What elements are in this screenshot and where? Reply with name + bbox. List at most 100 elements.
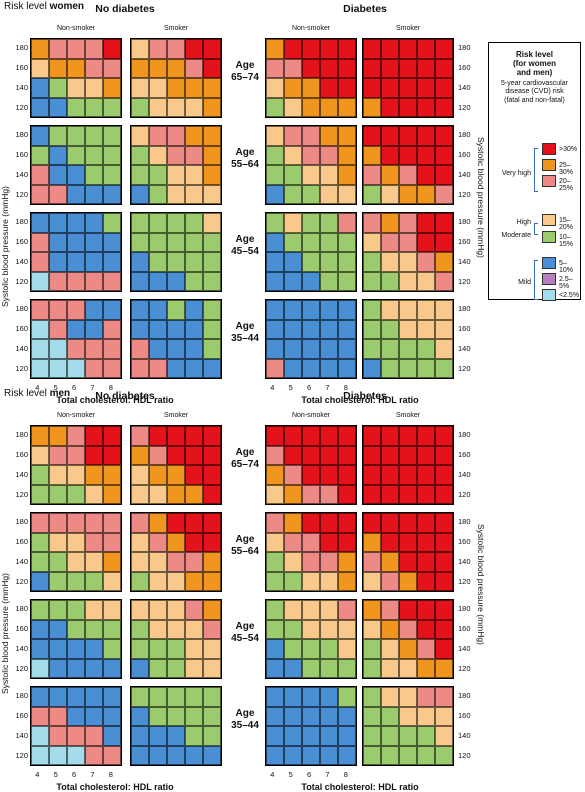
risk-cell	[67, 165, 85, 185]
risk-cell	[417, 145, 435, 165]
risk-cell	[417, 232, 435, 252]
risk-cell	[167, 658, 185, 678]
risk-cell	[203, 319, 221, 339]
risk-grid-d_ns	[265, 38, 357, 118]
section-title-prefix: Risk level	[4, 388, 50, 399]
risk-cell	[417, 358, 435, 378]
risk-cell	[131, 513, 149, 533]
age-label: Age 45–54	[231, 234, 259, 257]
risk-cell	[284, 619, 302, 639]
risk-cell	[320, 78, 338, 98]
risk-cell	[31, 300, 49, 320]
risk-cell	[435, 58, 453, 78]
risk-cell	[185, 445, 203, 465]
risk-cell	[399, 339, 417, 359]
risk-cell	[284, 271, 302, 291]
risk-cell	[381, 600, 399, 620]
risk-cell	[320, 426, 338, 446]
risk-cell	[103, 745, 121, 765]
risk-cell	[302, 484, 320, 504]
risk-cell	[131, 97, 149, 117]
risk-cell	[338, 126, 356, 146]
risk-cell	[185, 126, 203, 146]
risk-cell	[417, 97, 435, 117]
legend-group-high: High	[516, 219, 531, 226]
risk-cell	[185, 213, 203, 233]
risk-cell	[302, 271, 320, 291]
risk-cell	[266, 126, 284, 146]
risk-cell	[381, 97, 399, 117]
risk-cell	[131, 687, 149, 707]
risk-grid-nd_s	[130, 512, 222, 592]
risk-cell	[131, 532, 149, 552]
risk-cell	[185, 300, 203, 320]
risk-cell	[185, 532, 203, 552]
header-no-diabetes: No diabetes	[95, 3, 155, 15]
risk-cell	[67, 319, 85, 339]
x-tick-d_ns: 7	[325, 770, 330, 779]
risk-cell	[381, 300, 399, 320]
risk-cell	[167, 706, 185, 726]
risk-cell	[49, 78, 67, 98]
risk-cell	[435, 726, 453, 746]
risk-cell	[284, 445, 302, 465]
section-title-subject: women	[49, 1, 85, 12]
risk-cell	[338, 58, 356, 78]
risk-cell	[185, 426, 203, 446]
risk-cell	[302, 726, 320, 746]
risk-cell	[320, 465, 338, 485]
risk-cell	[131, 300, 149, 320]
risk-cell	[381, 78, 399, 98]
risk-cell	[363, 252, 381, 272]
risk-cell	[381, 706, 399, 726]
risk-cell	[167, 39, 185, 59]
risk-grid-nd_ns	[30, 599, 122, 679]
risk-grid-d_s	[362, 212, 454, 292]
risk-cell	[167, 600, 185, 620]
risk-cell	[103, 619, 121, 639]
risk-cell	[266, 484, 284, 504]
risk-cell	[266, 706, 284, 726]
y-tick-right: 140	[458, 557, 471, 566]
risk-cell	[381, 252, 399, 272]
risk-cell	[49, 552, 67, 572]
risk-cell	[417, 78, 435, 98]
risk-cell	[185, 145, 203, 165]
risk-cell	[266, 687, 284, 707]
age-label: Age 65–74	[231, 60, 259, 83]
risk-cell	[266, 271, 284, 291]
x-tick-nd_ns: 4	[35, 770, 40, 779]
risk-cell	[131, 745, 149, 765]
risk-cell	[103, 687, 121, 707]
risk-cell	[31, 252, 49, 272]
risk-cell	[167, 445, 185, 465]
risk-cell	[49, 97, 67, 117]
risk-grid-d_s	[362, 686, 454, 766]
age-label: Age 55–64	[231, 534, 259, 557]
risk-cell	[131, 706, 149, 726]
risk-grid-d_s	[362, 299, 454, 379]
risk-cell	[85, 319, 103, 339]
y-tick-left: 140	[15, 83, 28, 92]
risk-cell	[85, 532, 103, 552]
risk-cell	[167, 571, 185, 591]
y-tick-right: 120	[458, 490, 471, 499]
risk-cell	[167, 232, 185, 252]
risk-cell	[417, 39, 435, 59]
risk-cell	[363, 484, 381, 504]
risk-cell	[435, 445, 453, 465]
risk-cell	[185, 513, 203, 533]
risk-cell	[381, 126, 399, 146]
risk-cell	[203, 658, 221, 678]
risk-cell	[363, 39, 381, 59]
risk-cell	[338, 271, 356, 291]
risk-cell	[49, 726, 67, 746]
risk-cell	[399, 706, 417, 726]
risk-grid-nd_s	[130, 599, 222, 679]
x-axis-label-left: Total cholesterol: HDL ratio	[56, 782, 174, 792]
y-tick-left: 160	[15, 624, 28, 633]
y-tick-right: 140	[458, 731, 471, 740]
risk-grid-nd_s	[130, 212, 222, 292]
risk-cell	[85, 465, 103, 485]
risk-cell	[302, 687, 320, 707]
